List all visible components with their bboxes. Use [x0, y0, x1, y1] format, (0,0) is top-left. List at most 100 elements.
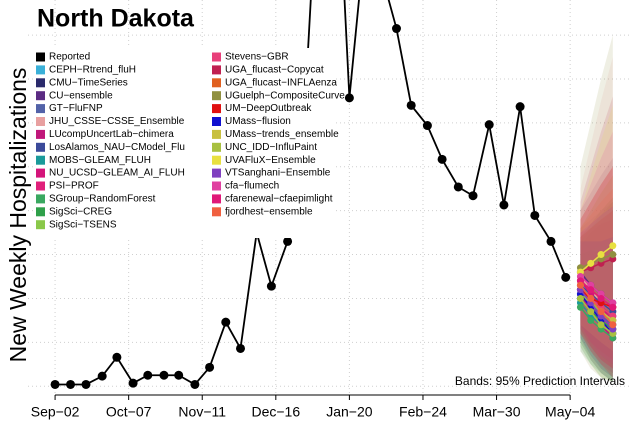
data-point — [587, 316, 595, 324]
legend-label: NU_UCSD−GLEAM_AI_FLUH — [49, 168, 185, 179]
data-point — [143, 370, 153, 380]
legend-label: LosAlamos_NAU−CModel_Flu — [49, 142, 185, 153]
legend-swatch — [36, 142, 45, 152]
legend-label: MOBS−GLEAM_FLUH — [49, 155, 151, 166]
series-line — [579, 284, 614, 326]
legend-swatch — [212, 91, 221, 101]
series-line — [579, 297, 614, 335]
series-line — [579, 275, 614, 304]
data-point — [484, 120, 494, 130]
data-point — [190, 379, 200, 389]
lines — [50, 0, 617, 389]
legend-swatch — [36, 220, 45, 230]
legend-swatch — [212, 181, 221, 191]
legend-label: UGA_flucast−INFLAenza — [225, 77, 337, 88]
data-point — [468, 191, 478, 201]
data-point — [50, 379, 60, 389]
legend-swatch — [36, 91, 45, 101]
data-point — [422, 121, 432, 131]
data-point — [587, 308, 595, 316]
data-point — [453, 182, 463, 192]
y-axis-label: New Weekly Hospitalizations — [5, 68, 31, 363]
series-line — [579, 284, 614, 313]
legend-label: SigSci−TSENS — [49, 219, 117, 230]
prediction-band — [580, 188, 613, 378]
series-line — [579, 293, 614, 335]
prediction-band — [580, 201, 613, 382]
data-point — [266, 281, 276, 291]
data-point — [437, 154, 447, 164]
legend-swatch — [36, 104, 45, 114]
data-point — [609, 242, 617, 250]
legend-swatch — [36, 52, 45, 62]
data-point — [205, 362, 215, 372]
legend-label: VTSanghani−Ensemble — [225, 168, 331, 179]
data-point — [344, 93, 354, 103]
data-point — [597, 251, 605, 259]
data-point — [597, 308, 605, 316]
data-point — [597, 321, 605, 329]
legend-label: JHU_CSSE−CSSE_Ensemble — [49, 116, 185, 127]
data-point — [576, 303, 584, 311]
series-line — [579, 306, 614, 339]
legend-label: Reported — [49, 52, 90, 63]
legend-swatch — [36, 207, 45, 217]
legend-label: CMU−TimeSeries — [49, 77, 128, 88]
x-tick-label: Mar−30 — [473, 404, 521, 420]
legend-label: UVAFluX−Ensemble — [225, 155, 316, 166]
legend-swatch — [212, 129, 221, 139]
data-point — [587, 294, 595, 302]
data-point — [112, 352, 122, 362]
legend-label: UMass−flusion — [225, 116, 291, 127]
legend-label: GT−FluFNP — [49, 103, 103, 114]
data-point — [609, 251, 617, 259]
legend-label: UM−DeepOutbreak — [225, 103, 312, 114]
series-line — [55, 0, 567, 386]
legend-label: UNC_IDD−InfluPaint — [225, 142, 317, 153]
series-line — [579, 289, 614, 330]
series-line — [580, 258, 614, 273]
data-point — [66, 379, 76, 389]
legend-label: Stevens−GBR — [225, 52, 289, 63]
data-point — [587, 286, 595, 294]
data-point — [546, 236, 556, 246]
data-point — [391, 24, 401, 34]
legend-swatch — [212, 104, 221, 114]
legend-label: CU−ensemble — [49, 90, 113, 101]
data-point — [235, 343, 245, 353]
x-tick-label: May−04 — [545, 404, 595, 420]
legend-swatch — [212, 142, 221, 152]
legend-background — [33, 48, 333, 238]
x-tick-label: Oct−07 — [106, 404, 152, 420]
legend-swatch — [212, 78, 221, 88]
data-point — [561, 272, 571, 282]
data-point — [128, 378, 138, 388]
legend-label: SigSci−CREG — [49, 206, 112, 217]
data-point — [174, 370, 184, 380]
data-point — [283, 236, 293, 246]
data-point — [81, 379, 91, 389]
legend-label: LUcompUncertLab−chimera — [49, 129, 174, 140]
legend-swatch — [36, 194, 45, 204]
legend-label: CEPH−Rtrend_fluH — [49, 65, 136, 76]
data-point — [587, 259, 595, 267]
legend-swatch — [36, 155, 45, 165]
annotation: Bands: 95% Prediction Intervals — [455, 374, 625, 388]
data-point — [576, 294, 584, 302]
data-point — [515, 102, 525, 112]
legend-swatch — [212, 117, 221, 126]
series-line — [579, 245, 614, 273]
chart-title: North Dakota — [37, 5, 195, 33]
x-tick-label: Sep−02 — [31, 404, 80, 420]
legend-swatch — [36, 65, 45, 75]
legend-label: SGroup−RandomForest — [49, 194, 156, 205]
legend-label: cfarenewal−cfaepimlight — [225, 194, 333, 205]
series-line — [580, 253, 614, 269]
prediction-band — [580, 175, 613, 382]
legend-label: PSI−PROF — [49, 181, 99, 192]
legend-swatch — [212, 52, 221, 62]
legend-swatch — [36, 168, 45, 178]
legend-swatch — [36, 129, 45, 139]
